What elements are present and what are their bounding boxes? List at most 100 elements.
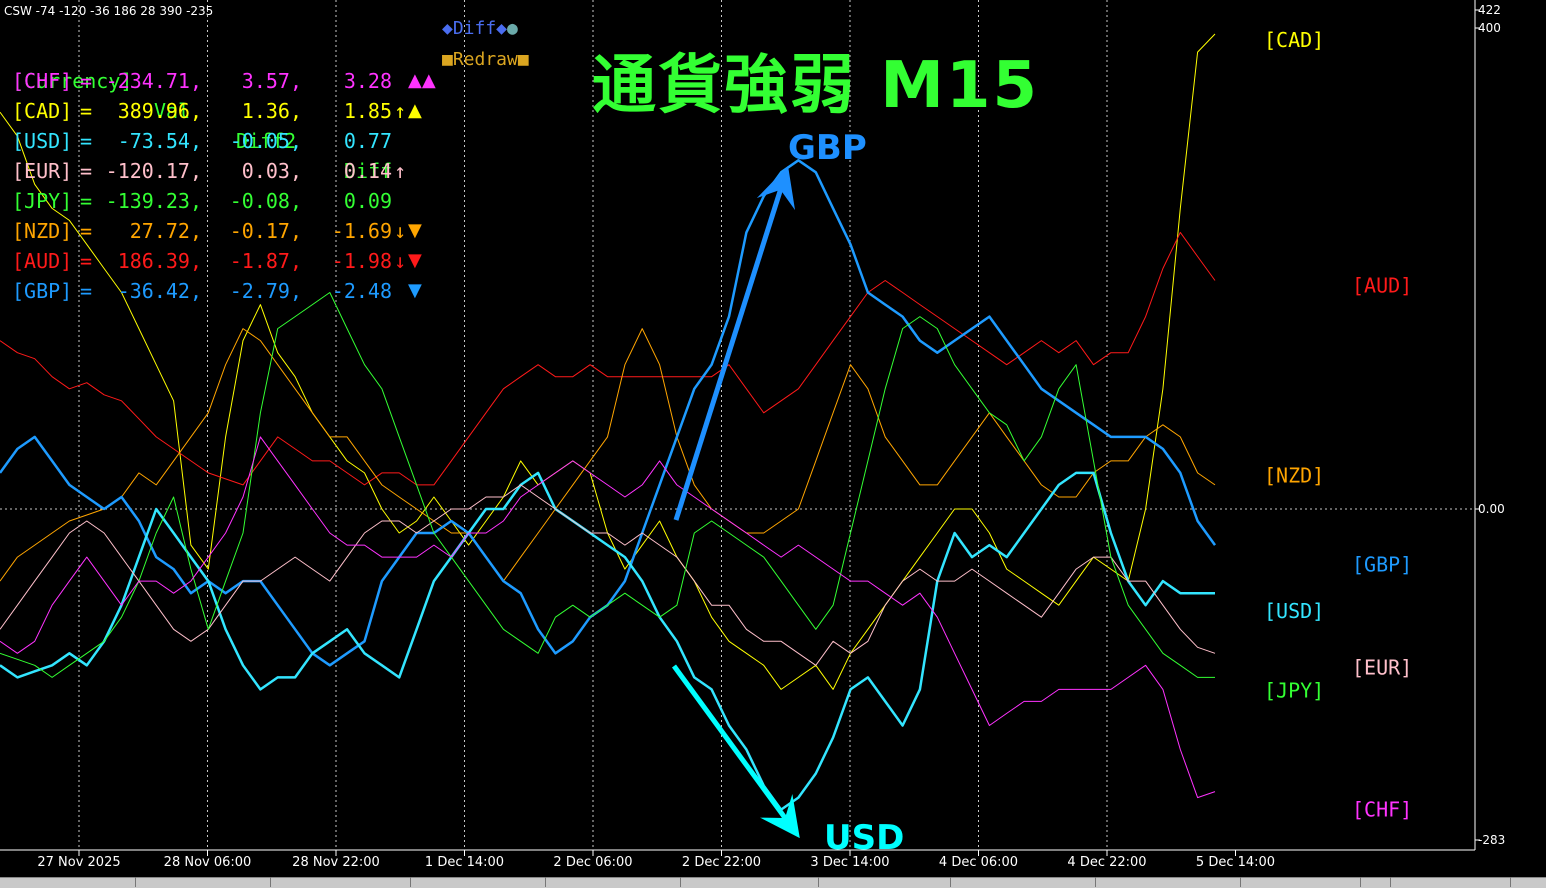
diff-button[interactable]: ◆Diff◆● [442, 18, 518, 39]
table-cell-eq: = [80, 129, 93, 153]
table-cell-trend: ↓ [394, 249, 407, 273]
table-cell-diff: 0.14 [343, 159, 392, 183]
series-end-label: [CHF] [1352, 798, 1412, 822]
series-line-nzd [0, 328, 1216, 582]
table-cell-diff: -1.69 [331, 219, 392, 243]
table-row: [NZD] = 27.72, -0.17, -1.69 ↓ ▼ [12, 216, 422, 246]
diff-button-label: ◆Diff◆ [442, 18, 508, 39]
header-diff: Diff [344, 159, 393, 183]
tab-separator [270, 877, 271, 887]
table-cell-cur: [CHF] [12, 69, 73, 93]
table-cell-val: -139.23, [105, 189, 202, 213]
table-cell-sig: ▲ [408, 100, 422, 121]
table-cell-cur: [JPY] [12, 189, 73, 213]
table-cell-diff: 0.09 [343, 189, 392, 213]
gbp-annotation: GBP [788, 128, 867, 168]
table-cell-sig: ▼ [408, 280, 422, 301]
table-row: [EUR] = -120.17, 0.03, 0.14 ↑ [12, 156, 406, 186]
x-tick-label: 1 Dec 14:00 [425, 855, 504, 870]
series-end-label: [EUR] [1352, 656, 1412, 680]
table-cell-diff2: 0.03, [241, 159, 302, 183]
series-end-label: [AUD] [1352, 273, 1412, 297]
header-val: Val [154, 99, 191, 123]
chart-tabs-bar[interactable] [0, 877, 1546, 888]
gbp-up-arrow [673, 165, 796, 521]
usd-annotation: USD [824, 818, 905, 858]
x-tick-label: 27 Nov 2025 [37, 855, 120, 870]
table-cell-diff2: -2.79, [229, 279, 302, 303]
table-cell-diff: 1.85 [343, 99, 392, 123]
header-currency: [Currency] [12, 69, 133, 93]
table-cell-eq: = [80, 249, 93, 273]
series-end-label: [USD] [1264, 599, 1324, 623]
table-row: [CHF] = -234.71, 3.57, 3.28 ▲▲ [12, 66, 436, 96]
series-end-label: [CAD] [1264, 28, 1324, 52]
table-cell-diff2: -1.87, [229, 249, 302, 273]
table-cell-val: -73.54, [117, 129, 202, 153]
tab-separator [1390, 877, 1391, 887]
tab-separator [1095, 877, 1096, 887]
usd-down-arrow [671, 664, 800, 839]
table-cell-eq: = [80, 69, 93, 93]
table-cell-eq: = [80, 159, 93, 183]
table-cell-cur: [AUD] [12, 249, 73, 273]
table-row: [USD] = -73.54, -0.05, 0.77 [12, 126, 392, 156]
tab-separator [410, 877, 411, 887]
table-header-row: [Currency] Val Diff2 Diff [12, 36, 392, 183]
table-cell-diff2: 1.36, [241, 99, 302, 123]
tab-separator [135, 877, 136, 887]
x-tick-label: 4 Dec 22:00 [1067, 855, 1146, 870]
table-cell-val: 27.72, [129, 219, 202, 243]
table-cell-eq: = [80, 279, 93, 303]
y-tick-label: 400 [1478, 21, 1501, 35]
tab-separator [1510, 877, 1511, 887]
series-end-label: [GBP] [1352, 552, 1412, 576]
series-line-aud [0, 231, 1216, 486]
table-cell-val: -36.42, [117, 279, 202, 303]
table-cell-diff: -1.98 [331, 249, 392, 273]
table-cell-cur: [USD] [12, 129, 73, 153]
tab-separator [950, 877, 951, 887]
table-cell-cur: [NZD] [12, 219, 73, 243]
table-cell-cur: [GBP] [12, 279, 73, 303]
table-cell-eq: = [80, 219, 93, 243]
table-cell-trend: ↑ [394, 159, 407, 183]
table-cell-trend: ↓ [394, 219, 407, 243]
table-cell-diff2: -0.05, [229, 129, 302, 153]
table-cell-val: 186.39, [117, 249, 202, 273]
table-cell-sig: ▼ [408, 220, 422, 241]
redraw-button[interactable]: ■Redraw■ [442, 49, 529, 70]
series-line-chf [0, 436, 1216, 799]
table-cell-val: 389.96, [117, 99, 202, 123]
table-row: [JPY] = -139.23, -0.08, 0.09 [12, 186, 392, 216]
overlay-title: 通貨強弱 M15 [592, 49, 1040, 123]
tab-separator [1240, 877, 1241, 887]
x-tick-label: 3 Dec 14:00 [810, 855, 889, 870]
table-row: [CAD] = 389.96, 1.36, 1.85 ↑ ▲ [12, 96, 422, 126]
tab-separator [818, 877, 819, 887]
currency-table: [Currency] Val Diff2 Diff [CHF] = -234.71,… [12, 36, 436, 306]
indicator-header: CSW -74 -120 -36 186 28 390 -235 [4, 4, 214, 18]
table-cell-diff: 3.28 [343, 69, 392, 93]
circle-icon: ● [507, 18, 518, 39]
header-diff2: Diff2 [236, 129, 297, 153]
table-row: [AUD] = 186.39, -1.87, -1.98 ↓ ▼ [12, 246, 422, 276]
table-cell-cur: [CAD] [12, 99, 73, 123]
series-line-usd [0, 471, 1215, 811]
table-cell-eq: = [80, 189, 93, 213]
series-end-label: [JPY] [1264, 679, 1324, 703]
table-cell-trend: ↑ [394, 99, 407, 123]
x-tick-label: 5 Dec 14:00 [1196, 855, 1275, 870]
table-cell-val: -234.71, [105, 69, 202, 93]
x-tick-label: 4 Dec 06:00 [939, 855, 1018, 870]
table-row: [GBP] = -36.42, -2.79, -2.48 ▼ [12, 276, 422, 306]
series-line-jpy [0, 292, 1215, 678]
table-cell-eq: = [80, 99, 93, 123]
series-line-eur [0, 484, 1216, 666]
table-cell-diff2: -0.17, [229, 219, 302, 243]
table-cell-sig: ▲▲ [408, 70, 436, 91]
table-cell-cur: [EUR] [12, 159, 73, 183]
x-tick-label: 2 Dec 22:00 [682, 855, 761, 870]
